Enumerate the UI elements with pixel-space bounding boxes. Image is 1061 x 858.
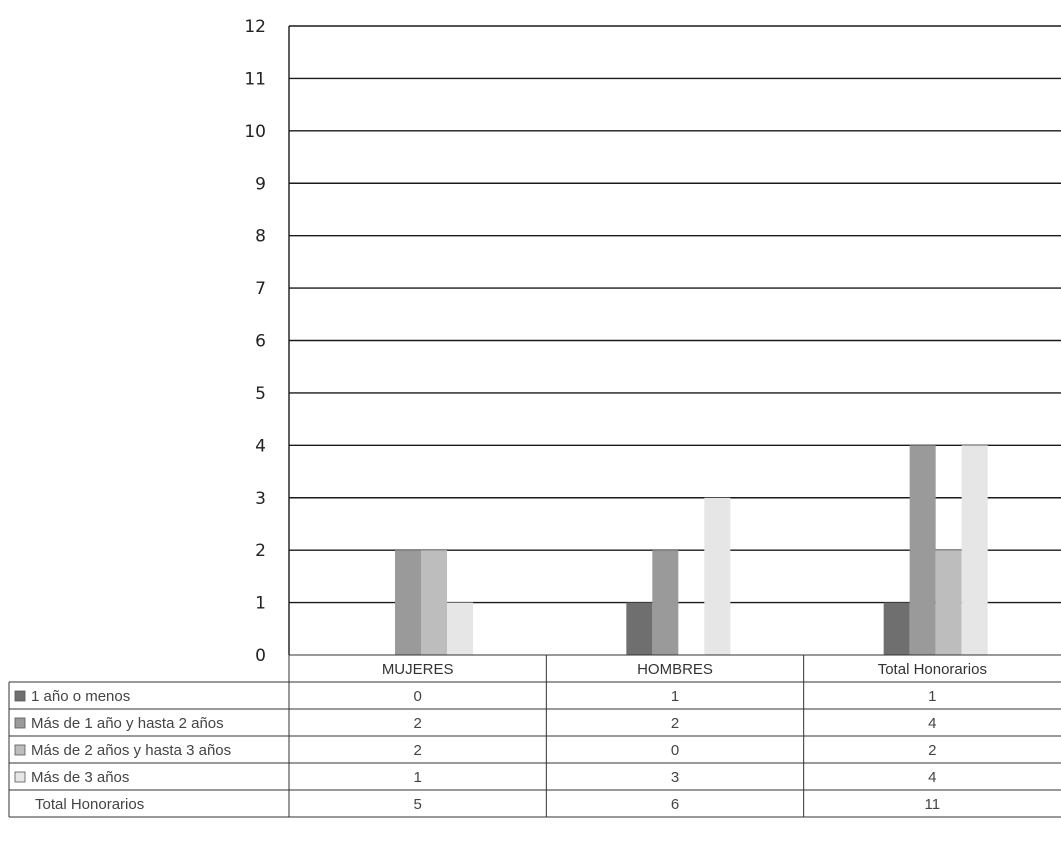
data-table: MUJERES HOMBRES Total Honorarios 1 año o me… xyxy=(8,654,1061,818)
table-cell-value: 6 xyxy=(671,796,679,813)
y-tick-label: 1 xyxy=(255,594,266,614)
y-tick-label: 4 xyxy=(255,436,266,456)
table-cell-value: 0 xyxy=(671,742,679,759)
bar xyxy=(652,550,679,655)
y-tick-label: 6 xyxy=(255,332,266,352)
y-tick-label: 7 xyxy=(255,279,266,299)
y-tick-label: 8 xyxy=(255,227,266,247)
table-cell-value: 2 xyxy=(413,742,421,759)
table-cell-value: 4 xyxy=(928,769,936,786)
bar xyxy=(421,550,447,655)
row-label: Más de 3 años xyxy=(31,769,129,786)
y-tick-label: 10 xyxy=(244,122,266,142)
category-label: Total Honorarios xyxy=(878,661,987,678)
bar xyxy=(883,602,910,655)
legend-swatch xyxy=(14,717,26,729)
table-cell-value: 2 xyxy=(413,715,421,732)
table-cell-value: 4 xyxy=(928,715,936,732)
bar xyxy=(626,602,653,655)
row-label: Total Honorarios xyxy=(35,796,144,813)
table-cell-value: 3 xyxy=(671,769,679,786)
row-label: Más de 2 años y hasta 3 años xyxy=(31,742,231,759)
y-tick-label: 5 xyxy=(255,384,266,404)
y-tick-label: 12 xyxy=(244,17,266,37)
table-cell-value: 2 xyxy=(671,715,679,732)
category-label: HOMBRES xyxy=(637,661,713,678)
bar xyxy=(961,445,988,655)
legend-swatch xyxy=(14,690,26,702)
bar xyxy=(395,550,421,655)
bar xyxy=(704,497,731,655)
bar xyxy=(935,550,962,655)
legend-swatch xyxy=(14,744,26,756)
y-tick-label: 3 xyxy=(255,489,266,509)
category-label: MUJERES xyxy=(382,661,454,678)
table-cell-value: 1 xyxy=(413,769,421,786)
gridlines xyxy=(288,25,1061,655)
y-tick-label: 2 xyxy=(255,541,266,561)
table-cell-value: 11 xyxy=(925,796,941,813)
bars xyxy=(395,445,988,655)
table-cell-value: 5 xyxy=(413,796,421,813)
y-tick-label: 11 xyxy=(244,69,266,89)
bar xyxy=(447,602,473,655)
y-tick-label: 9 xyxy=(255,174,266,194)
legend-swatch xyxy=(14,771,26,783)
y-tick-label: 0 xyxy=(255,646,266,666)
table-cell-value: 1 xyxy=(671,688,679,705)
row-label: 1 año o menos xyxy=(31,688,130,705)
bar xyxy=(909,445,936,655)
table-cell-value: 0 xyxy=(413,688,421,705)
table-cell-value: 1 xyxy=(928,688,936,705)
table-cell-value: 2 xyxy=(928,742,936,759)
row-label: Más de 1 año y hasta 2 años xyxy=(31,715,224,732)
